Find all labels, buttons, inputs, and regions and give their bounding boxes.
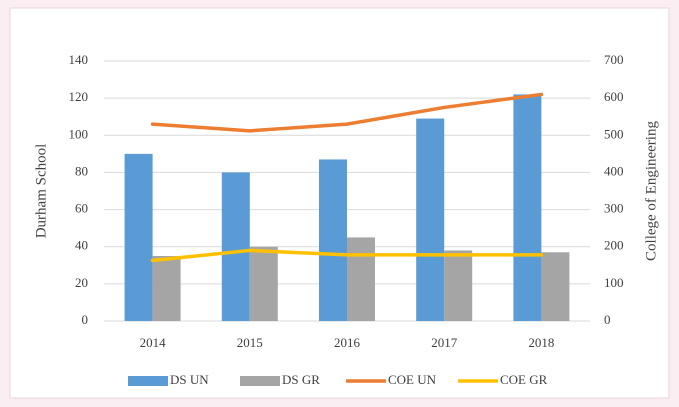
bar — [221, 172, 250, 321]
legend-label: COE GR — [500, 372, 548, 387]
bar — [541, 252, 570, 321]
y-tick-label: 80 — [75, 163, 88, 178]
y2-tick-label: 600 — [604, 89, 624, 104]
y2-tick-label: 100 — [604, 275, 624, 290]
y-tick-label: 120 — [69, 89, 89, 104]
bar — [416, 118, 445, 321]
legend-label: DS GR — [282, 372, 320, 387]
y2-tick-label: 400 — [604, 163, 624, 178]
legend-label: DS UN — [170, 372, 209, 387]
y2-tick-label: 0 — [604, 312, 611, 327]
bar — [249, 246, 278, 321]
y2-tick-label: 700 — [604, 52, 624, 67]
x-tick-label: 2015 — [237, 335, 263, 350]
y-tick-label: 100 — [69, 126, 89, 141]
y-tick-label: 140 — [69, 52, 89, 67]
y-tick-label: 20 — [75, 275, 88, 290]
y2-axis-label: College of Engineering — [643, 121, 659, 261]
line-series — [150, 92, 544, 133]
bar — [444, 250, 473, 321]
y2-tick-label: 500 — [604, 126, 624, 141]
x-tick-label: 2014 — [140, 335, 167, 350]
bar — [513, 94, 542, 321]
y-tick-label: 60 — [75, 201, 88, 216]
bar — [347, 237, 375, 321]
legend-swatch — [240, 376, 280, 386]
line-series — [150, 248, 544, 263]
y-tick-label: 40 — [75, 238, 88, 253]
x-tick-label: 2016 — [334, 335, 361, 350]
legend-label: COE UN — [388, 372, 437, 387]
y2-tick-label: 300 — [604, 201, 624, 216]
bar — [152, 256, 181, 321]
x-tick-label: 2018 — [528, 335, 554, 350]
y2-tick-label: 200 — [604, 238, 624, 253]
bar — [319, 159, 347, 321]
y-tick-label: 0 — [82, 312, 89, 327]
bar — [124, 153, 153, 321]
legend-swatch — [128, 376, 168, 386]
x-tick-label: 2017 — [431, 335, 458, 350]
y-axis-label: Durham School — [33, 144, 49, 239]
